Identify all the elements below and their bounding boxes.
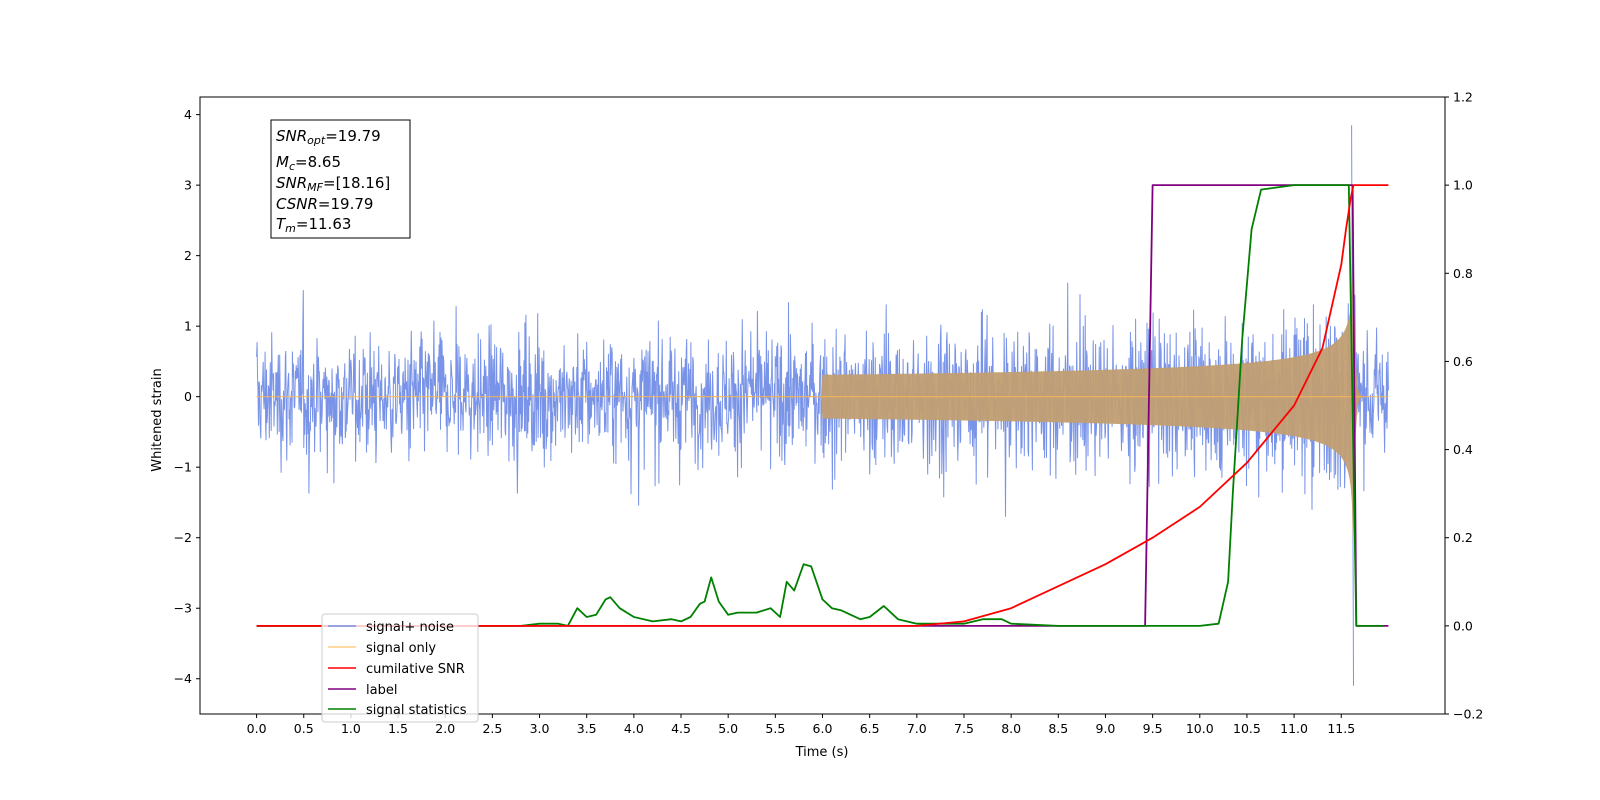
x-tick-label: 1.0 — [341, 721, 361, 736]
x-tick-label: 9.0 — [1096, 721, 1116, 736]
x-tick-label: 4.0 — [624, 721, 644, 736]
left-y-tick-label: −4 — [174, 671, 192, 686]
left-y-tick-label: 4 — [184, 107, 192, 122]
right-y-tick-label: 0.2 — [1453, 530, 1473, 545]
x-tick-label: 10.5 — [1233, 721, 1261, 736]
legend-label-signal-noise: signal+ noise — [366, 620, 454, 635]
annotation-snr-mf: SNRMF=[18.16] — [276, 174, 390, 194]
legend: signal+ noise signal only cumilative SNR… — [321, 613, 479, 723]
annotation-snr-opt: SNRopt=19.79 — [276, 127, 381, 147]
x-axis-label: Time (s) — [795, 745, 849, 760]
legend-entry-signal-only: signal only — [328, 641, 436, 656]
legend-label-cumulative-snr: cumilative SNR — [366, 662, 465, 677]
legend-entry-cumulative-snr: cumilative SNR — [328, 662, 465, 677]
right-y-tick-label: −0.2 — [1453, 707, 1483, 722]
left-y-tick-label: 2 — [184, 248, 192, 263]
annotation-mc: Mc=8.65 — [276, 153, 341, 173]
left-y-tick-label: −3 — [174, 601, 192, 616]
x-tick-label: 3.5 — [577, 721, 597, 736]
y-axis-label: Whitened strain — [150, 368, 165, 471]
x-tick-label: 6.0 — [813, 721, 833, 736]
series-signal-statistics — [256, 184, 1384, 627]
x-tick-label: 5.5 — [765, 721, 785, 736]
x-tick-label: 9.5 — [1143, 721, 1163, 736]
x-tick-label: 11.5 — [1327, 721, 1355, 736]
annotation-csnr: CSNR=19.79 — [276, 195, 373, 213]
x-tick-label: 6.5 — [860, 721, 880, 736]
x-tick-label: 2.0 — [435, 721, 455, 736]
left-y-tick-label: 1 — [184, 319, 192, 334]
x-axis-ticks: 0.0 0.5 1.0 1.5 2.0 2.5 3.0 3.5 4.0 4.5 5.0 5.5 6.0 6… — [247, 714, 1355, 736]
x-tick-label: 0.0 — [247, 721, 267, 736]
x-tick-label: 4.5 — [671, 721, 691, 736]
left-y-tick-label: −2 — [174, 530, 192, 545]
legend-label-label: label — [366, 683, 397, 698]
legend-label-signal-statistics: signal statistics — [366, 703, 467, 718]
plot-series — [256, 125, 1389, 686]
annotation-frame — [270, 119, 411, 239]
left-y-tick-label: 0 — [184, 389, 192, 404]
x-tick-label: 5.0 — [718, 721, 738, 736]
left-y-axis-ticks: 4 3 2 1 0 −1 −2 −3 −4 — [174, 107, 200, 686]
right-y-axis-ticks: 1.2 1.0 0.8 0.6 0.4 0.2 0.0 −0.2 — [1445, 90, 1483, 722]
x-tick-label: 8.0 — [1001, 721, 1021, 736]
right-y-tick-label: 1.2 — [1453, 90, 1473, 105]
metrics-annotation-box: SNRopt=19.79 Mc=8.65 SNRMF=[18.16] CSNR=… — [270, 119, 411, 239]
legend-label-signal-only: signal only — [366, 641, 436, 656]
annotation-tm: Tm=11.63 — [276, 215, 351, 235]
legend-entry-signal-noise: signal+ noise — [328, 620, 454, 635]
x-tick-label: 10.0 — [1186, 721, 1214, 736]
right-y-tick-label: 0.6 — [1453, 354, 1473, 369]
x-tick-label: 0.5 — [294, 721, 314, 736]
legend-frame — [321, 613, 479, 723]
x-tick-label: 3.0 — [530, 721, 550, 736]
series-cumulative-snr — [256, 184, 1389, 627]
x-tick-label: 7.0 — [907, 721, 927, 736]
right-y-tick-label: 0.0 — [1453, 618, 1473, 633]
legend-entry-label: label — [328, 683, 397, 698]
right-y-tick-label: 0.4 — [1453, 442, 1473, 457]
right-y-tick-label: 0.8 — [1453, 266, 1473, 281]
left-y-tick-label: −1 — [174, 460, 192, 475]
x-tick-label: 1.5 — [388, 721, 408, 736]
right-y-tick-label: 1.0 — [1453, 178, 1473, 193]
x-tick-label: 11.0 — [1280, 721, 1308, 736]
x-tick-label: 7.5 — [954, 721, 974, 736]
left-y-tick-label: 3 — [184, 178, 192, 193]
legend-entry-signal-statistics: signal statistics — [328, 703, 467, 718]
x-tick-label: 2.5 — [482, 721, 502, 736]
x-tick-label: 8.5 — [1048, 721, 1068, 736]
